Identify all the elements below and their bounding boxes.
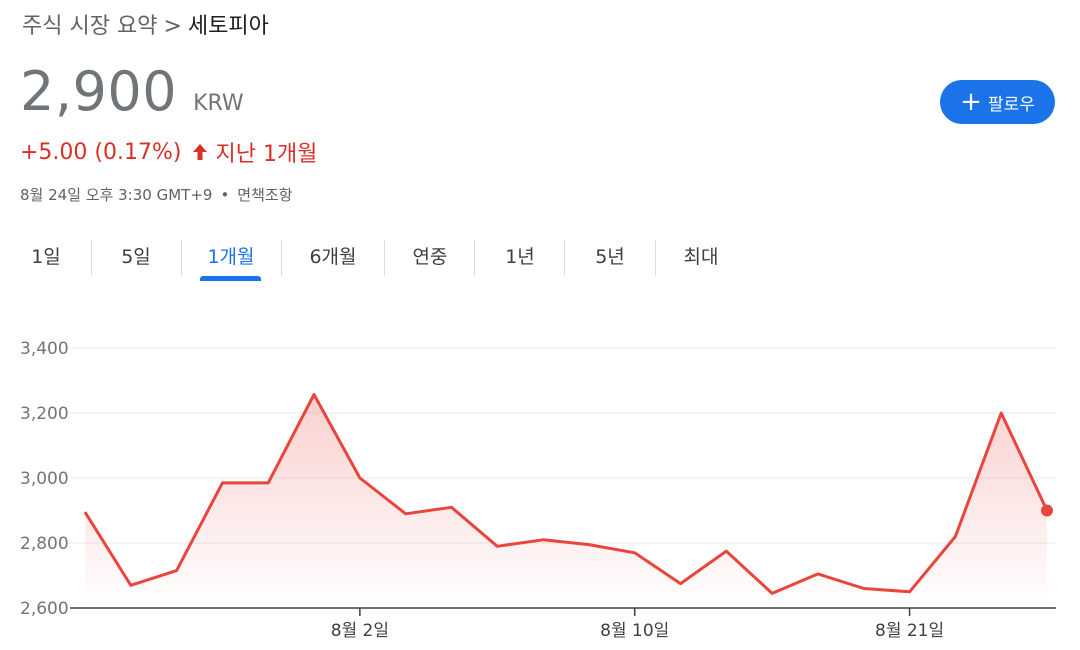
latest-price-marker bbox=[1041, 504, 1053, 517]
x-tick-label: 8월 10일 bbox=[600, 621, 669, 641]
meta-separator-dot: • bbox=[220, 186, 230, 204]
change-period: 지난 1개월 bbox=[215, 142, 318, 167]
x-tick-label: 8월 2일 bbox=[331, 621, 389, 641]
active-tab-indicator bbox=[200, 276, 261, 281]
tab-divider bbox=[474, 240, 475, 276]
follow-button-label: 팔로우 bbox=[987, 94, 1035, 115]
tab-max[interactable]: 최대 bbox=[683, 246, 719, 268]
x-axis-ticks: 8월 2일 8월 10일 8월 21일 bbox=[331, 608, 944, 641]
price-change-row: +5.00 (0.17%) 지난 1개월 bbox=[20, 136, 317, 168]
y-tick-label: 3,200 bbox=[20, 404, 69, 424]
tab-ytd[interactable]: 연중 bbox=[412, 246, 448, 268]
tab-1y[interactable]: 1년 bbox=[505, 246, 535, 268]
series-points bbox=[1041, 504, 1053, 517]
series-area-fill bbox=[85, 394, 1047, 608]
tab-divider bbox=[181, 240, 182, 276]
tab-5d[interactable]: 5일 bbox=[121, 246, 151, 268]
y-tick-label: 3,000 bbox=[20, 469, 69, 489]
plus-icon: + bbox=[960, 87, 982, 117]
tab-divider bbox=[91, 240, 92, 276]
tab-divider bbox=[564, 240, 565, 276]
price-change: +5.00 (0.17%) bbox=[20, 139, 182, 165]
currency-label: KRW bbox=[193, 91, 244, 116]
arrow-up-icon bbox=[189, 141, 211, 163]
disclaimer-link[interactable]: 면책조항 bbox=[237, 186, 293, 204]
y-tick-label: 3,400 bbox=[20, 339, 69, 359]
breadcrumb-separator: > bbox=[163, 14, 182, 39]
y-tick-label: 2,800 bbox=[20, 534, 69, 554]
y-tick-label: 2,600 bbox=[20, 599, 69, 619]
tab-1d[interactable]: 1일 bbox=[31, 246, 61, 268]
tab-5y[interactable]: 5년 bbox=[595, 246, 625, 268]
tab-divider bbox=[655, 240, 656, 276]
range-tabs: 1일 5일 1개월 6개월 연중 1년 5년 최대 bbox=[0, 236, 760, 284]
x-tick-label: 8월 21일 bbox=[875, 621, 944, 641]
tab-divider bbox=[384, 240, 385, 276]
series-line bbox=[83, 393, 1049, 595]
breadcrumb-current: 세토피아 bbox=[187, 14, 269, 39]
breadcrumb: 주식 시장 요약 > 세토피아 bbox=[22, 8, 269, 40]
breadcrumb-parent-link[interactable]: 주식 시장 요약 bbox=[22, 14, 158, 39]
quote-timestamp: 8월 24일 오후 3:30 GMT+9 bbox=[20, 186, 213, 204]
price-row: 2,900 KRW bbox=[20, 60, 244, 123]
y-axis-tick-labels: 3,400 3,200 3,000 2,800 2,600 bbox=[20, 339, 69, 619]
current-price: 2,900 bbox=[20, 60, 178, 123]
follow-button[interactable]: + 팔로우 bbox=[940, 80, 1055, 124]
tab-1m[interactable]: 1개월 bbox=[207, 246, 255, 268]
tab-divider bbox=[281, 240, 282, 276]
quote-meta: 8월 24일 오후 3:30 GMT+9 • 면책조항 bbox=[20, 184, 293, 205]
tab-6m[interactable]: 6개월 bbox=[309, 246, 357, 268]
